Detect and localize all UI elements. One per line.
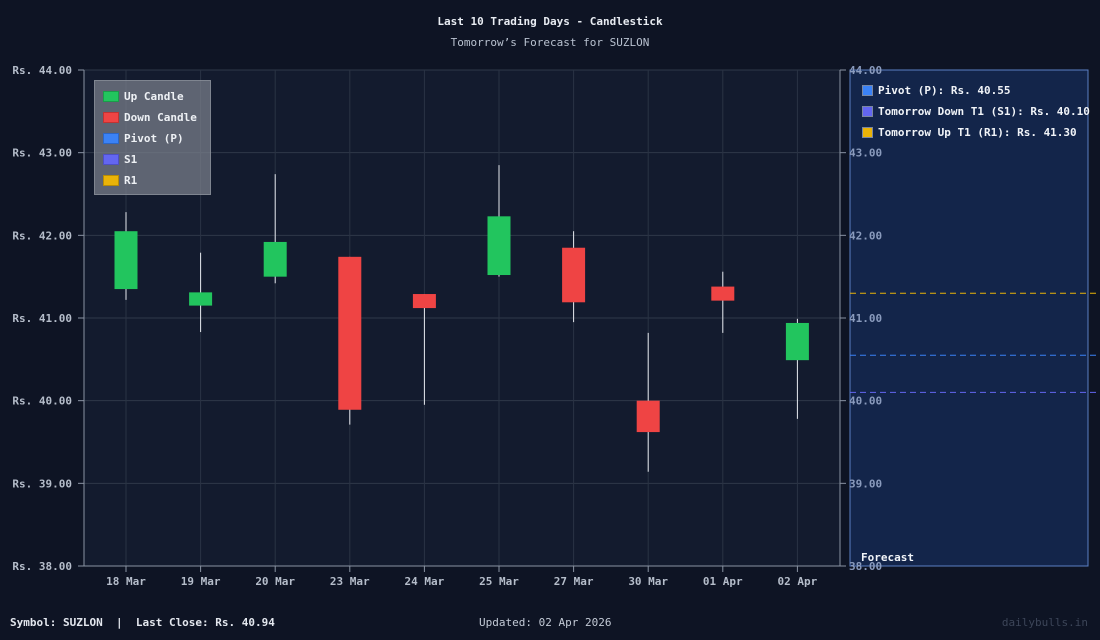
x-tick-label: 25 Mar: [479, 575, 519, 588]
up-candle: [785, 322, 809, 361]
down-candle: [562, 247, 586, 303]
up-candle: [189, 292, 213, 306]
x-tick-label: 23 Mar: [330, 575, 370, 588]
forecast-legend: Pivot (P): Rs. 40.55 Tomorrow Down T1 (S…: [862, 80, 1098, 143]
up-candle: [114, 231, 138, 290]
forecast-panel-title: Forecast: [861, 551, 914, 564]
forecast-item-pivot: Pivot (P): Rs. 40.55: [862, 80, 1098, 101]
y-tick-label-right: 40.00: [849, 395, 882, 408]
y-tick-label-left: Rs. 40.00: [12, 395, 72, 408]
y-tick-label-right: 44.00: [849, 64, 882, 77]
y-tick-label-right: 43.00: [849, 147, 882, 160]
y-tick-label-left: Rs. 39.00: [12, 477, 72, 490]
y-tick-label-right: 41.00: [849, 312, 882, 325]
legend-item-down-candle: Down Candle: [103, 110, 197, 124]
s1-swatch-icon: [103, 153, 119, 165]
y-tick-label-left: Rs. 38.00: [12, 560, 72, 573]
legend-item-up-candle: Up Candle: [103, 89, 184, 103]
up-candle: [263, 241, 287, 277]
y-tick-label-left: Rs. 41.00: [12, 312, 72, 325]
down-candle: [338, 256, 362, 410]
footer-updated: Updated: 02 Apr 2026: [479, 616, 612, 629]
legend-item-pivot: Pivot (P): [103, 131, 184, 145]
chart-subtitle: Tomorrow’s Forecast for SUZLON: [450, 36, 650, 49]
s1-swatch-icon: [862, 106, 873, 117]
pivot-swatch-icon: [103, 132, 119, 144]
r1-swatch-icon: [862, 127, 873, 138]
y-tick-label-right: 38.00: [849, 560, 882, 573]
r1-swatch-icon: [103, 174, 119, 186]
down-candle: [636, 400, 660, 433]
pivot-swatch-icon: [862, 85, 873, 96]
chart-title: Last 10 Trading Days - Candlestick: [437, 15, 663, 28]
forecast-panel: [849, 69, 1089, 567]
up-candle: [487, 216, 511, 276]
legend-item-r1: R1: [103, 173, 137, 187]
x-tick-label: 01 Apr: [703, 575, 743, 588]
y-tick-label-left: Rs. 42.00: [12, 229, 72, 242]
y-tick-label-right: 42.00: [849, 229, 882, 242]
x-tick-label: 18 Mar: [106, 575, 146, 588]
y-tick-label-right: 39.00: [849, 477, 882, 490]
x-tick-label: 02 Apr: [778, 575, 818, 588]
x-tick-label: 27 Mar: [554, 575, 594, 588]
footer-watermark: dailybulls.in: [1001, 616, 1088, 629]
x-tick-label: 24 Mar: [405, 575, 445, 588]
chart-legend: Up Candle Down Candle Pivot (P) S1 R1: [94, 80, 211, 195]
y-tick-label-left: Rs. 43.00: [12, 147, 72, 160]
down-candle: [412, 294, 436, 309]
down-candle-swatch-icon: [103, 111, 119, 123]
up-candle-swatch-icon: [103, 90, 119, 102]
legend-item-s1: S1: [103, 152, 137, 166]
x-tick-label: 30 Mar: [628, 575, 668, 588]
forecast-item-s1: Tomorrow Down T1 (S1): Rs. 40.10: [862, 101, 1098, 122]
down-candle: [711, 286, 735, 301]
footer-symbol-last-close: Symbol: SUZLON | Last Close: Rs. 40.94: [10, 616, 275, 629]
x-tick-label: 19 Mar: [181, 575, 221, 588]
forecast-item-r1: Tomorrow Up T1 (R1): Rs. 41.30: [862, 122, 1098, 143]
x-tick-label: 20 Mar: [255, 575, 295, 588]
y-tick-label-left: Rs. 44.00: [12, 64, 72, 77]
